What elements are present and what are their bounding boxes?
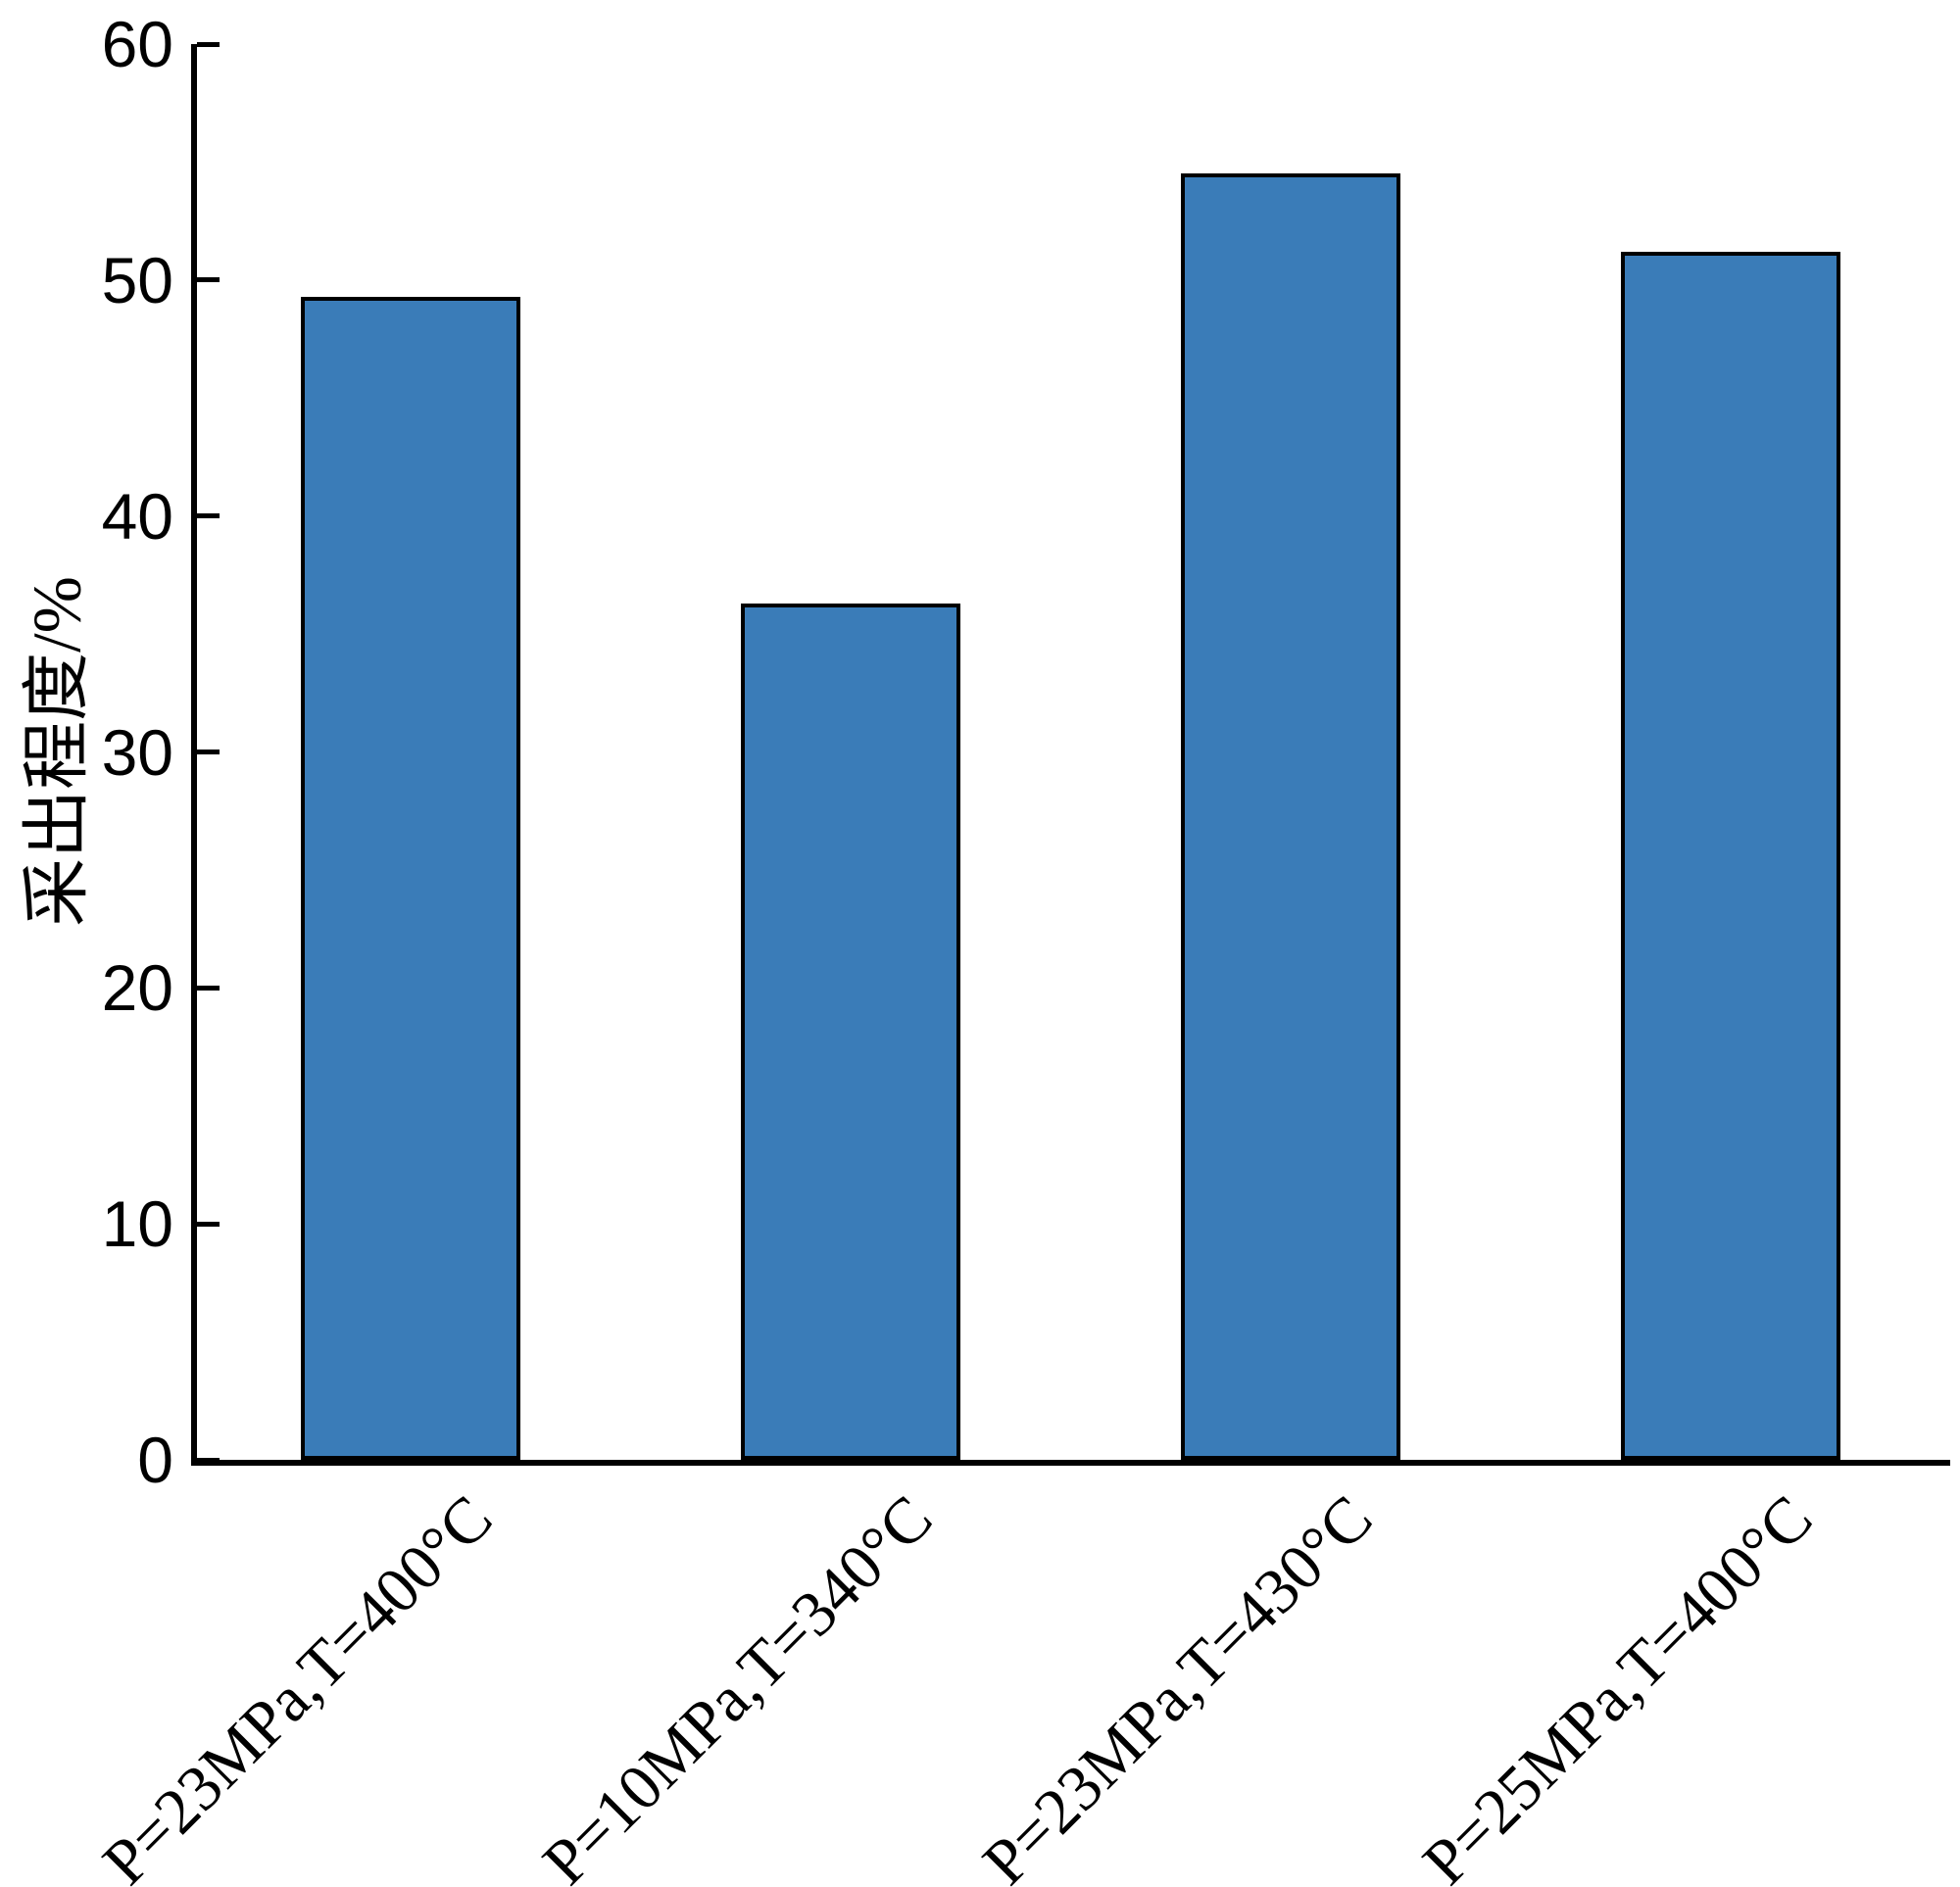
bar: [741, 603, 961, 1460]
bar: [1620, 251, 1840, 1460]
y-tick-mark: [197, 1221, 220, 1227]
y-tick-mark: [197, 985, 220, 991]
x-tick-label: P=23MPa,T=400°C: [89, 1481, 507, 1887]
x-axis-line: [191, 1460, 1950, 1466]
x-tick-label: P=23MPa,T=430°C: [969, 1481, 1387, 1887]
y-tick-mark: [197, 513, 220, 519]
x-tick-label: P=10MPa,T=340°C: [529, 1481, 947, 1887]
y-tick-mark: [197, 277, 220, 283]
y-tick-mark: [197, 750, 220, 754]
y-tick-label: 30: [101, 715, 173, 789]
y-tick-label: 60: [101, 8, 173, 80]
y-axis-line: [191, 44, 197, 1466]
x-tick-label: P=25MPa,T=400°C: [1408, 1481, 1826, 1887]
y-tick-label: 0: [137, 1424, 173, 1496]
y-tick-label: 50: [101, 243, 173, 316]
y-tick-label: 20: [101, 951, 173, 1025]
bar: [301, 296, 521, 1460]
bar: [1180, 173, 1400, 1460]
y-tick-label: 10: [101, 1187, 173, 1261]
y-tick-mark: [197, 1457, 220, 1463]
y-tick-label: 40: [101, 479, 173, 553]
y-tick-mark: [197, 41, 220, 47]
